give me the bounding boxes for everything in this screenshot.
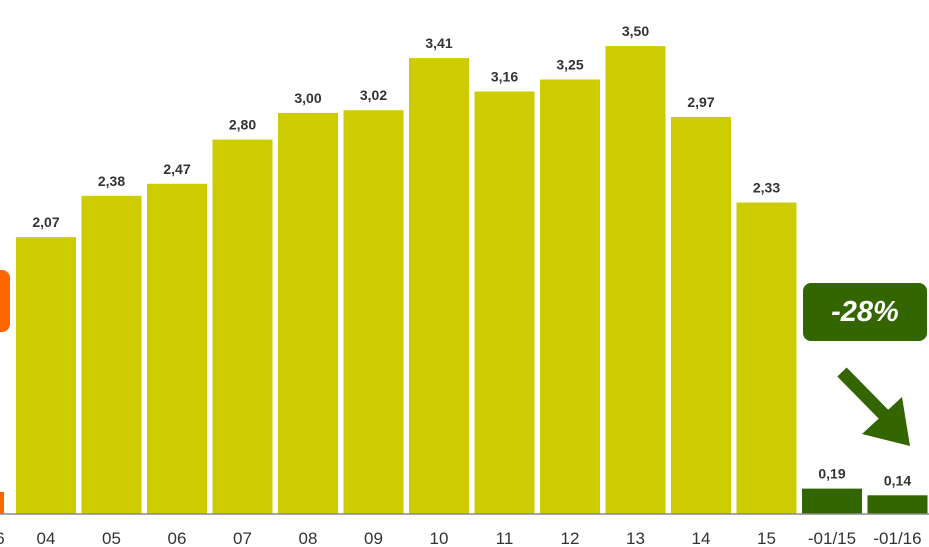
value-label-09: 3,02 bbox=[360, 87, 387, 103]
value-label-13: 3,50 bbox=[622, 23, 649, 39]
value-label-12: 3,25 bbox=[556, 57, 583, 73]
value-label--01/16: 0,14 bbox=[884, 472, 911, 488]
bar-09 bbox=[343, 110, 404, 514]
x-tick-label-07: 07 bbox=[233, 529, 252, 547]
value-label-05: 2,38 bbox=[98, 173, 125, 189]
x-tick-label-14: 14 bbox=[692, 529, 711, 547]
x-tick-label--01/16: -01/16 bbox=[873, 529, 921, 547]
value-label-11: 3,16 bbox=[491, 69, 518, 85]
x-tick-label-04: 04 bbox=[37, 529, 56, 547]
bar--01/15 bbox=[802, 488, 862, 514]
x-tick-label-partial: 6 bbox=[0, 529, 5, 547]
bar-13 bbox=[605, 46, 666, 514]
x-tick-label-06: 06 bbox=[168, 529, 187, 547]
x-tick-label-08: 08 bbox=[299, 529, 318, 547]
bar-05 bbox=[81, 195, 142, 515]
bar-12 bbox=[540, 79, 600, 514]
x-tick-label-11: 11 bbox=[496, 529, 514, 547]
x-tick-label-10: 10 bbox=[430, 529, 449, 547]
bar-15 bbox=[736, 202, 797, 514]
value-label-14: 2,97 bbox=[687, 94, 714, 110]
bar-08 bbox=[278, 112, 338, 515]
bar-07 bbox=[212, 139, 273, 514]
edge-marker bbox=[0, 270, 10, 332]
value-label-10: 3,41 bbox=[425, 35, 452, 51]
x-tick-label-12: 12 bbox=[561, 529, 580, 547]
bar-06 bbox=[147, 183, 207, 515]
value-label-07: 2,80 bbox=[229, 117, 256, 133]
bar-partial-left bbox=[0, 492, 4, 514]
x-tick-label-09: 09 bbox=[364, 529, 383, 547]
value-label-04: 2,07 bbox=[32, 214, 59, 230]
value-label--01/15: 0,19 bbox=[818, 466, 845, 482]
bar-14 bbox=[671, 116, 731, 515]
change-badge: -28% bbox=[803, 283, 927, 341]
bar--01/16 bbox=[867, 495, 928, 514]
bar-04 bbox=[16, 237, 76, 514]
x-tick-labels-group: 6 04 05 06 07 08 09 10 11 12 13 14 15 -01/15 -01/16 bbox=[0, 529, 922, 547]
bar-10 bbox=[409, 58, 469, 514]
down-right-arrow-icon bbox=[837, 367, 910, 446]
x-tick-label-15: 15 bbox=[757, 529, 776, 547]
bars-group bbox=[0, 46, 928, 515]
x-tick-label-05: 05 bbox=[102, 529, 121, 547]
value-label-08: 3,00 bbox=[294, 90, 321, 106]
x-tick-label-13: 13 bbox=[626, 529, 645, 547]
x-tick-label--01/15: -01/15 bbox=[808, 529, 856, 547]
value-label-15: 2,33 bbox=[753, 180, 780, 196]
bar-11 bbox=[474, 91, 535, 514]
value-labels-group: 2,07 2,38 2,47 2,80 3,00 3,02 3,41 3,16 3,25 3,50… bbox=[32, 23, 911, 488]
value-label-06: 2,47 bbox=[163, 161, 190, 177]
